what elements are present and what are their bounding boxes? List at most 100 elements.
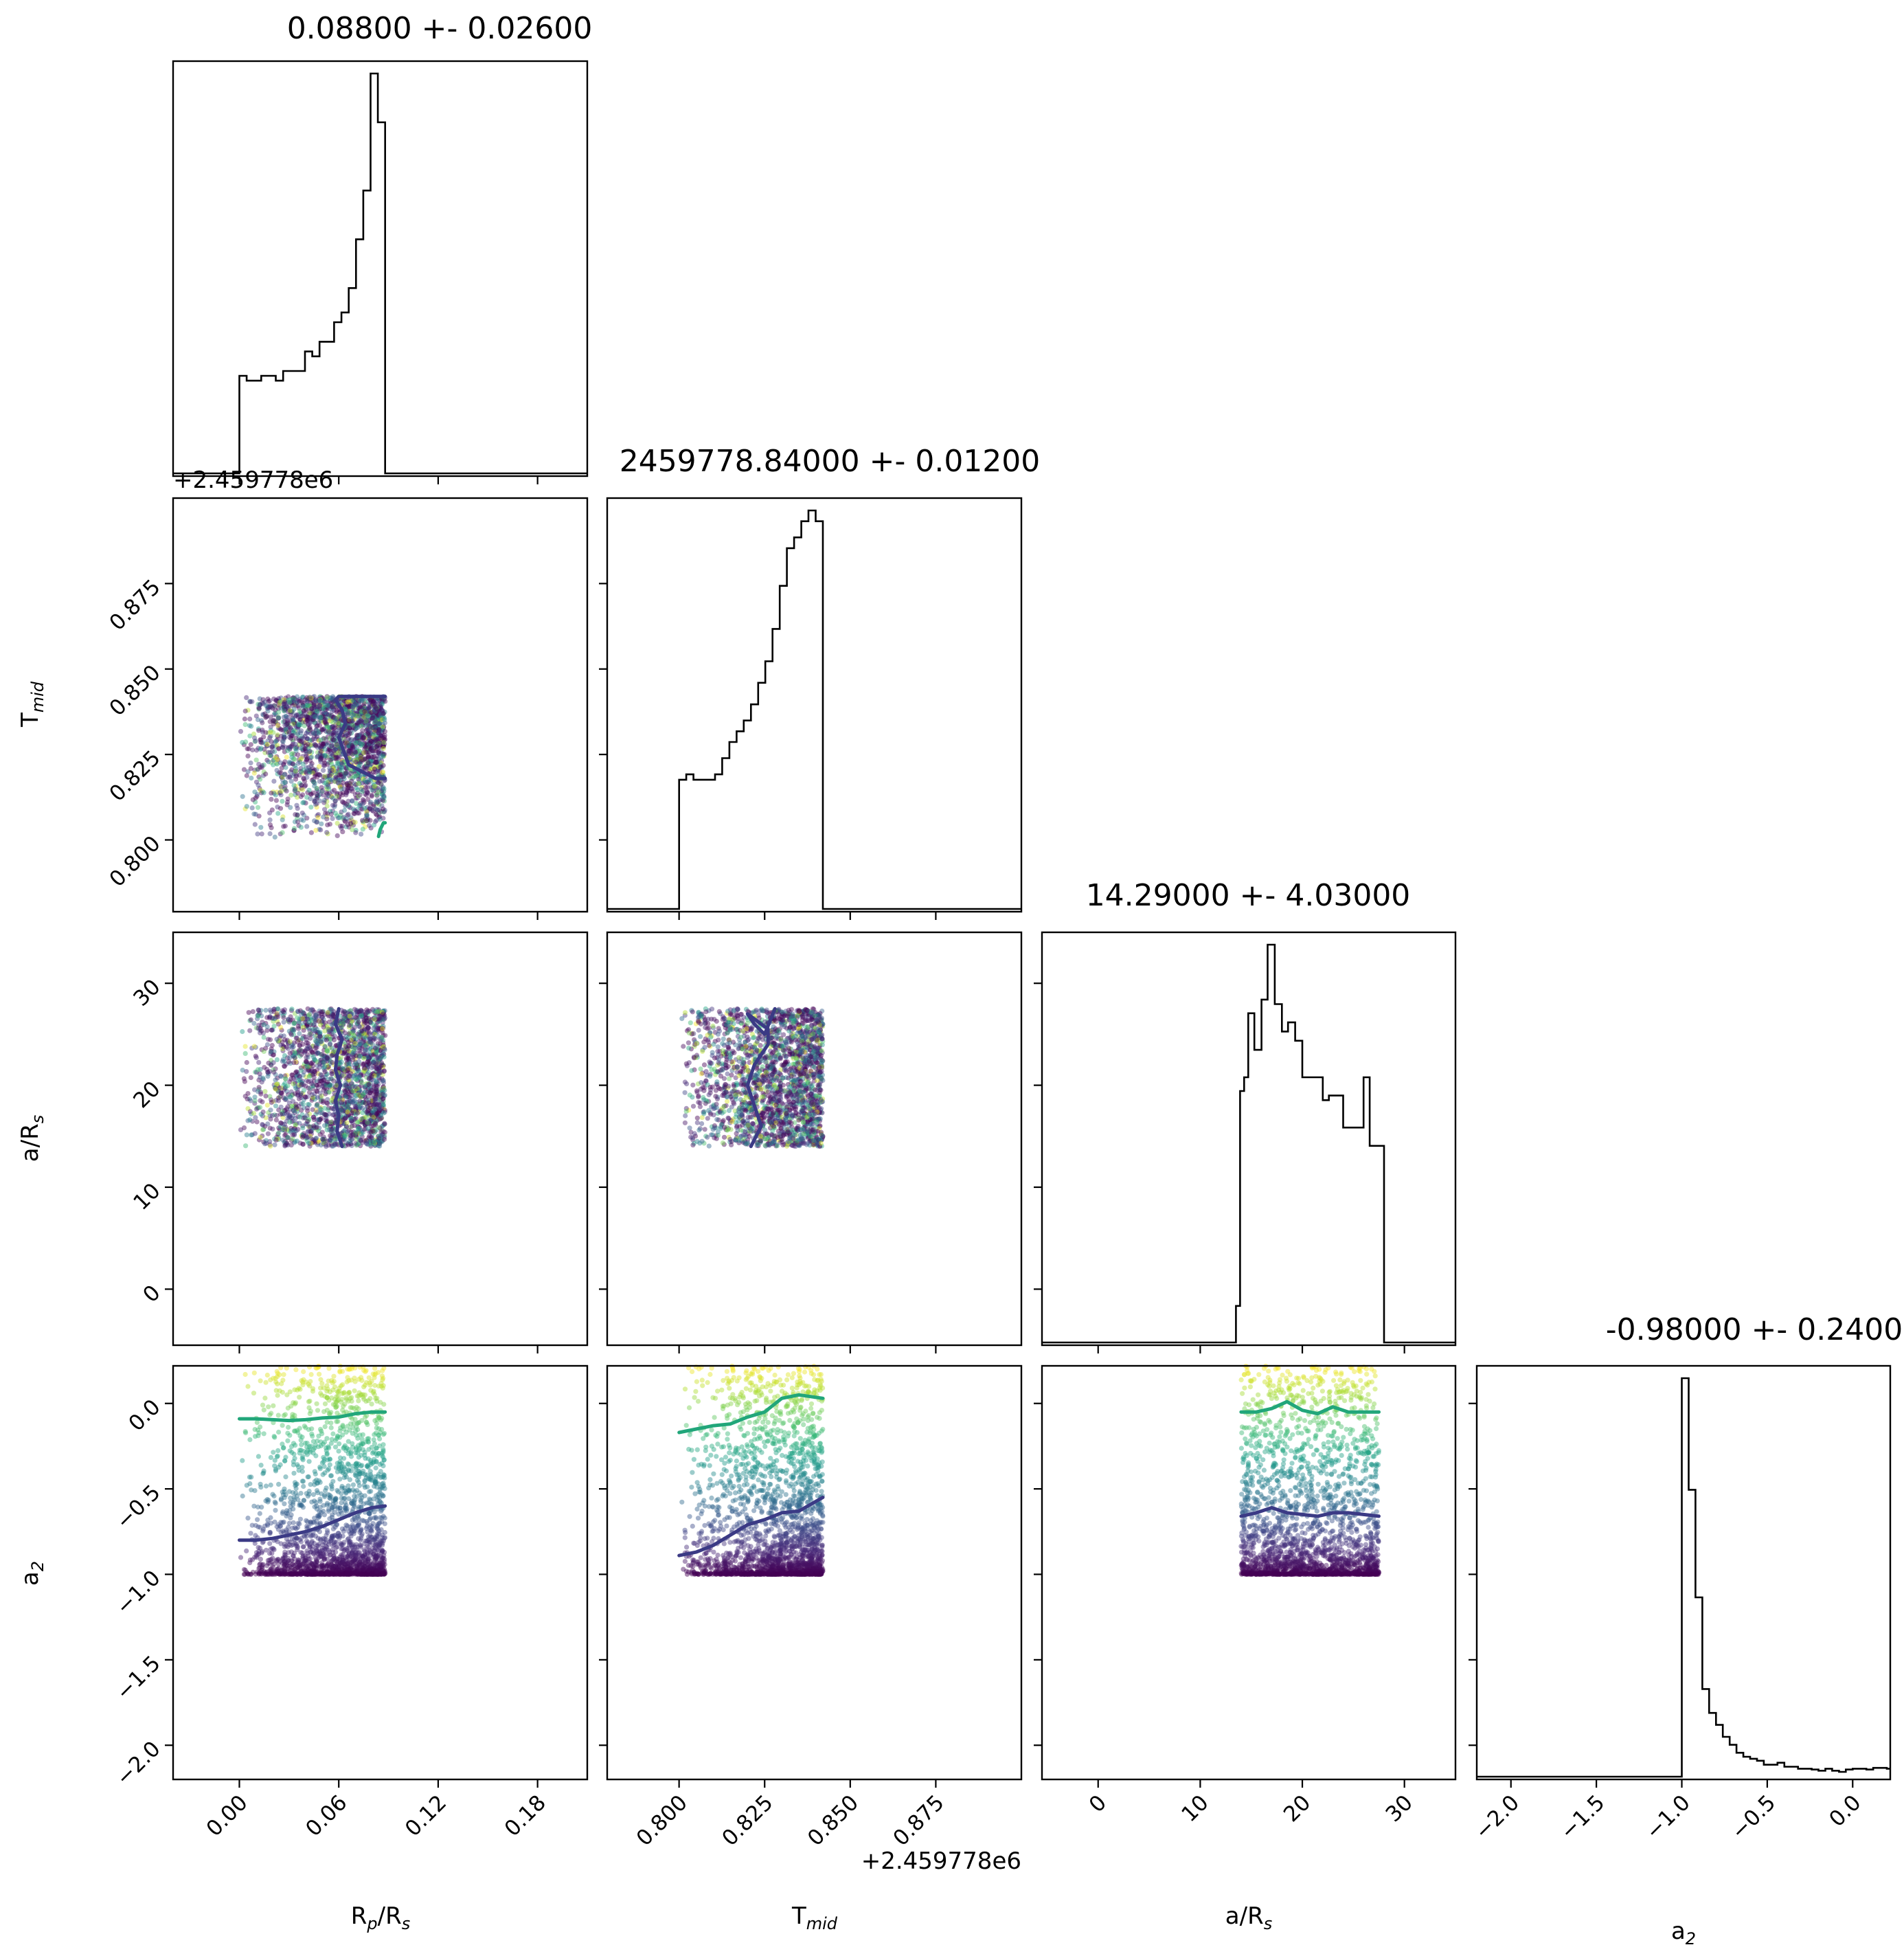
scatter-point (361, 820, 366, 826)
scatter-point (294, 1138, 299, 1144)
scatter-point (367, 806, 373, 811)
scatter-point (354, 745, 360, 751)
scatter-point (364, 1009, 370, 1015)
scatter-point (282, 701, 287, 707)
scatter-point (373, 723, 378, 729)
scatter-point (373, 1122, 378, 1127)
scatter-point (258, 1134, 263, 1140)
scatter-point (304, 702, 310, 708)
scatter-point (359, 1080, 365, 1086)
scatter-point (309, 754, 315, 760)
scatter-point (287, 699, 293, 705)
scatter-point (291, 1081, 296, 1087)
scatter-point (260, 1127, 266, 1132)
scatter-point (261, 734, 267, 740)
scatter-point (365, 764, 370, 769)
scatter-point (315, 1050, 320, 1055)
scatter-point (306, 1020, 312, 1025)
scatter-point (286, 729, 292, 734)
scatter-point (382, 1046, 387, 1052)
scatter-point (355, 725, 361, 730)
scatter-point (373, 728, 379, 733)
scatter-point (363, 747, 369, 753)
scatter-point (292, 720, 297, 726)
scatter-point (354, 807, 360, 812)
scatter-point (285, 1104, 291, 1110)
scatter-point (282, 723, 288, 728)
scatter-point (255, 717, 261, 723)
scatter-point (305, 716, 310, 722)
scatter-point (369, 794, 374, 799)
scatter-point (359, 1040, 364, 1046)
scatter-point (377, 1105, 383, 1111)
scatter-point (288, 1127, 294, 1134)
scatter-point (382, 729, 388, 734)
scatter-point (268, 1108, 273, 1113)
scatter-point (363, 1043, 369, 1048)
scatter-point (324, 724, 330, 730)
scatter-point (273, 755, 278, 761)
scatter-point (381, 1110, 387, 1116)
scatter-point (266, 759, 271, 765)
scatter-point (289, 761, 295, 766)
scatter-point (349, 1110, 354, 1116)
scatter-point (317, 1061, 322, 1067)
scatter-point (244, 695, 249, 701)
scatter-point (324, 830, 330, 835)
scatter-point (356, 810, 362, 816)
scatter-point (287, 1039, 293, 1044)
scatter-point (315, 1035, 321, 1041)
scatter-point (304, 824, 310, 829)
scatter-point (372, 1106, 378, 1112)
scatter-point (363, 718, 368, 723)
scatter-point (365, 1021, 370, 1026)
scatter-point (312, 798, 317, 805)
scatter-point (317, 752, 323, 757)
scatter-point (357, 708, 363, 713)
scatter-point (274, 1057, 280, 1062)
scatter-point (356, 1092, 361, 1097)
scatter-point (324, 1037, 329, 1043)
scatter-point (243, 739, 249, 745)
scatter-point (345, 787, 350, 793)
scatter-point (377, 713, 383, 719)
scatter-point (350, 1088, 356, 1094)
scatter-point (324, 784, 329, 789)
scatter-point (375, 743, 381, 749)
scatter-point (362, 764, 368, 769)
scatter-point (375, 807, 381, 813)
scatter-point (365, 710, 371, 716)
scatter-point (308, 1007, 313, 1013)
scatter-point (343, 770, 348, 776)
scatter-point (290, 717, 295, 722)
scatter-point (278, 706, 284, 711)
scatter-point (354, 790, 361, 796)
scatter-point (380, 697, 385, 702)
scatter-point (303, 800, 308, 806)
scatter-point (350, 1132, 356, 1138)
scatter-point (373, 1079, 379, 1085)
scatter-point (359, 831, 364, 837)
scatter-point (260, 1109, 266, 1115)
scatter-point (305, 1118, 310, 1124)
scatter-point (301, 770, 306, 776)
scatter-point (313, 743, 319, 749)
scatter-point (253, 779, 260, 785)
scatter-point (271, 1024, 277, 1029)
scatter-point (356, 778, 363, 784)
scatter-point (247, 716, 253, 722)
scatter-point (320, 1136, 326, 1142)
scatter-point (350, 1099, 356, 1105)
scatter-point (325, 822, 330, 828)
scatter-point (282, 1053, 288, 1059)
scatter-point (282, 1064, 287, 1069)
scatter-point (365, 779, 371, 785)
scatter-point (318, 1107, 324, 1112)
scatter-point (358, 742, 364, 747)
scatter-point (255, 1067, 261, 1072)
scatter-point (327, 747, 332, 752)
scatter-point (370, 1128, 376, 1134)
scatter-point (300, 747, 306, 752)
scatter-point (323, 1091, 328, 1097)
scatter-point (322, 775, 328, 780)
